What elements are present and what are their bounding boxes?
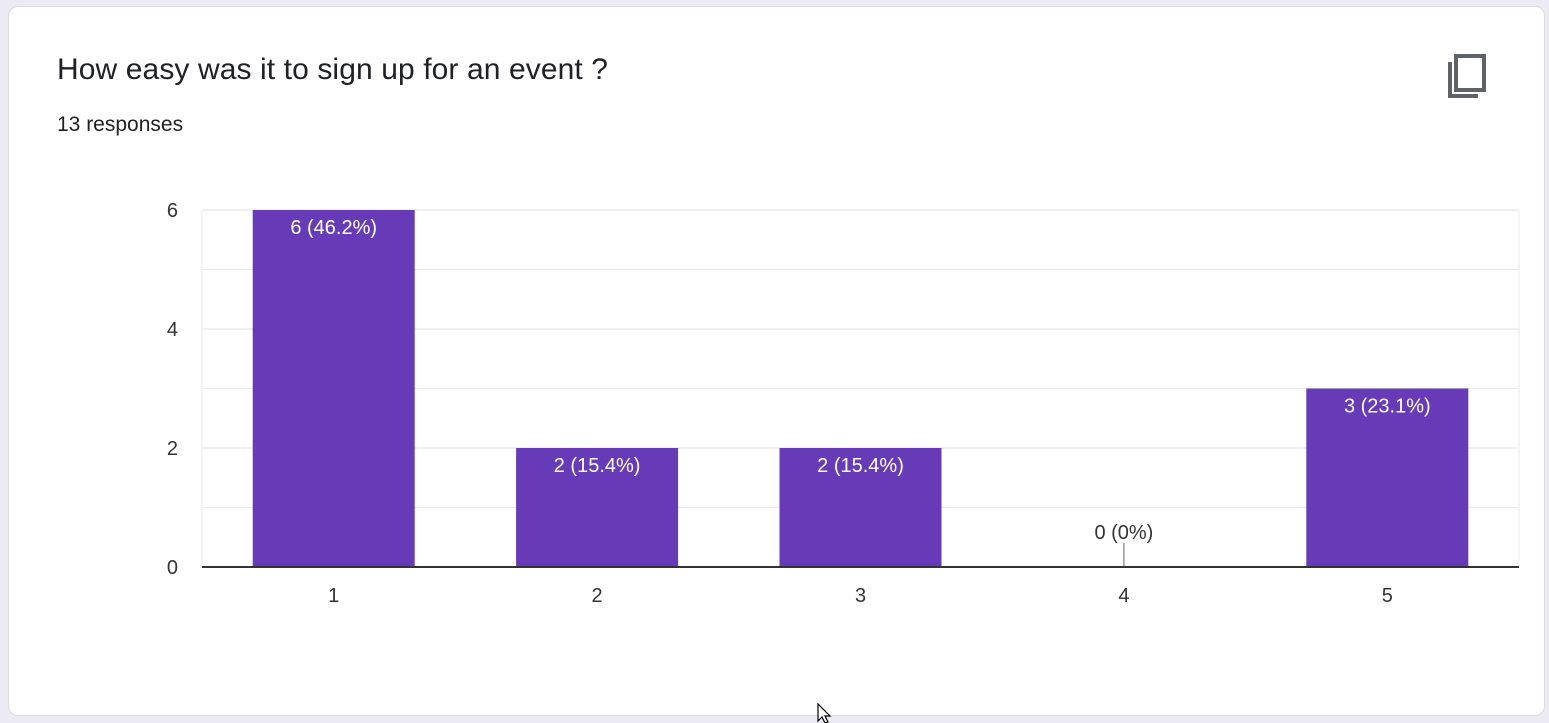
bar	[779, 448, 942, 567]
bar	[252, 210, 415, 567]
question-title: How easy was it to sign up for an event …	[57, 53, 609, 86]
x-tick-label: 1	[328, 585, 339, 607]
x-tick-label: 2	[592, 585, 603, 607]
bar-data-label: 3 (23.1%)	[1344, 396, 1431, 418]
bar	[1306, 388, 1469, 567]
bar-data-label: 0 (0%)	[1094, 522, 1153, 544]
bar	[516, 448, 679, 567]
copy-icon	[1448, 54, 1486, 98]
y-tick-label: 0	[167, 557, 178, 579]
y-tick-label: 4	[167, 319, 178, 341]
bar-data-label: 2 (15.4%)	[554, 455, 641, 477]
x-tick-label: 5	[1382, 585, 1393, 607]
x-tick-label: 4	[1118, 585, 1129, 607]
copy-chart-button[interactable]	[1441, 51, 1493, 103]
bar-data-label: 2 (15.4%)	[817, 455, 904, 477]
y-tick-label: 2	[167, 438, 178, 460]
response-count: 13 responses	[57, 113, 184, 136]
y-tick-label: 6	[167, 200, 178, 222]
bar-data-label: 6 (46.2%)	[290, 217, 377, 239]
x-tick-label: 3	[855, 585, 866, 607]
mouse-cursor-icon	[817, 703, 832, 723]
